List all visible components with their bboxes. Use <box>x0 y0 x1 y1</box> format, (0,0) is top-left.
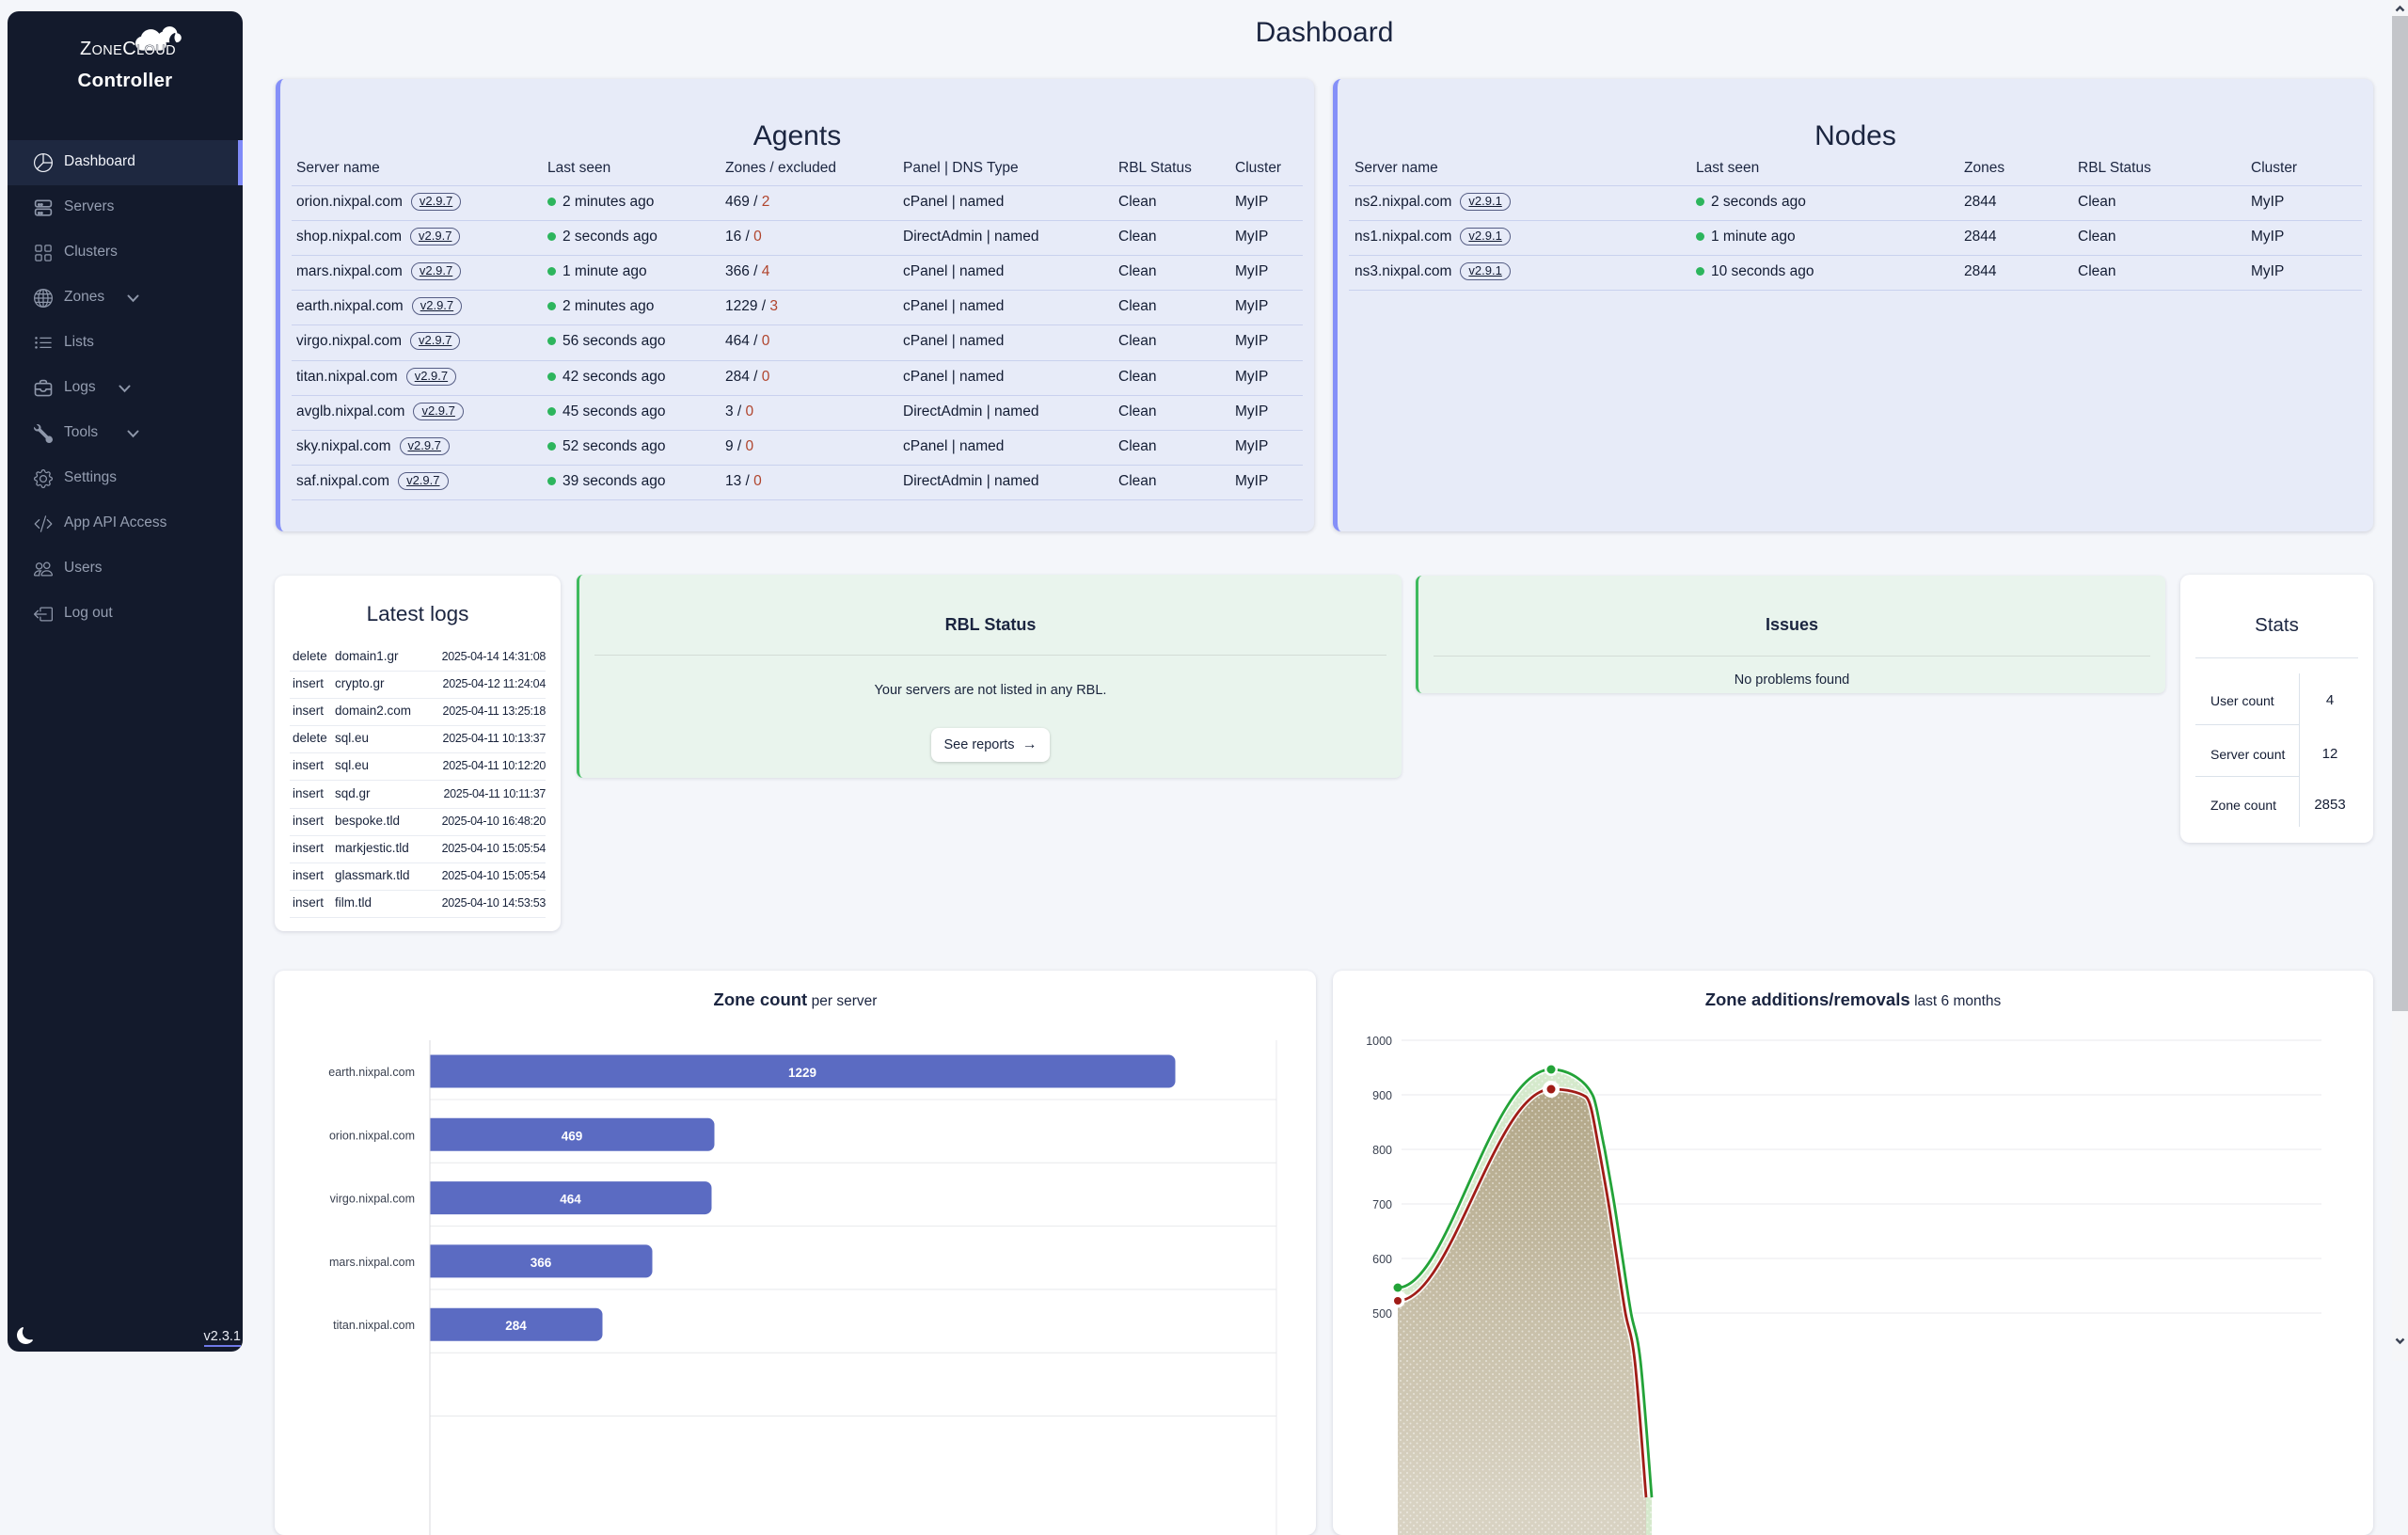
svg-text:titan.nixpal.com: titan.nixpal.com <box>333 1319 415 1332</box>
svg-text:ZONECLOUD: ZONECLOUD <box>80 39 176 58</box>
svg-text:800: 800 <box>1372 1144 1392 1157</box>
svg-text:virgo.nixpal.com: virgo.nixpal.com <box>330 1193 415 1206</box>
svg-text:1000: 1000 <box>1366 1035 1392 1048</box>
svg-text:700: 700 <box>1372 1198 1392 1211</box>
svg-text:1229: 1229 <box>788 1066 816 1080</box>
svg-text:469: 469 <box>562 1129 583 1143</box>
svg-text:500: 500 <box>1372 1307 1392 1321</box>
svg-text:orion.nixpal.com: orion.nixpal.com <box>329 1129 415 1142</box>
svg-text:464: 464 <box>560 1193 581 1207</box>
svg-text:284: 284 <box>505 1319 527 1333</box>
svg-text:600: 600 <box>1372 1253 1392 1266</box>
svg-text:366: 366 <box>531 1256 552 1270</box>
svg-text:900: 900 <box>1372 1089 1392 1102</box>
svg-text:mars.nixpal.com: mars.nixpal.com <box>329 1256 415 1269</box>
svg-text:earth.nixpal.com: earth.nixpal.com <box>328 1066 415 1079</box>
